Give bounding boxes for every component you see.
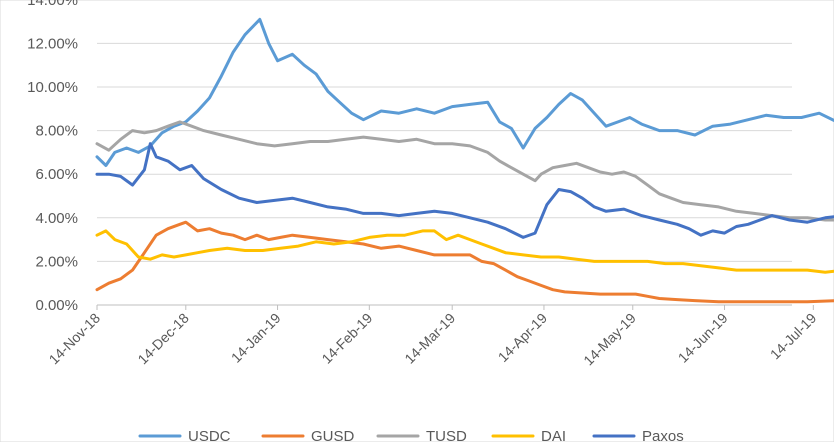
y-tick-label: 14.00%: [27, 0, 78, 9]
legend-label-usdc: USDC: [188, 428, 231, 442]
legend-label-dai: DAI: [541, 428, 566, 442]
series-line-paxos: [95, 142, 834, 239]
y-tick-label: 6.00%: [35, 166, 78, 183]
legend-label-gusd: GUSD: [311, 428, 355, 442]
y-tick-label: 4.00%: [35, 210, 78, 227]
y-tick-label: 12.00%: [27, 35, 78, 52]
y-tick-label: 0.00%: [35, 297, 78, 314]
y-tick-label: 2.00%: [35, 253, 78, 270]
legend: USDC GUSD TUSD DAI Paxos: [138, 428, 684, 442]
series-line-gusd: [95, 220, 834, 304]
gridlines: [96, 0, 814, 310]
y-tick-label: 8.00%: [35, 123, 78, 140]
legend-label-tusd: TUSD: [426, 428, 467, 442]
series-lines: [95, 17, 834, 304]
series-line-usdc: [95, 17, 834, 167]
series-line-tusd: [95, 120, 834, 222]
y-tick-label: 10.00%: [27, 79, 78, 96]
y-axis-tick-labels: 0.00% 2.00% 4.00% 6.00% 8.00% 10.00% 12.00% 14.…: [27, 0, 78, 314]
legend-label-paxos: Paxos: [642, 428, 684, 442]
series-line-dai: [95, 229, 834, 274]
